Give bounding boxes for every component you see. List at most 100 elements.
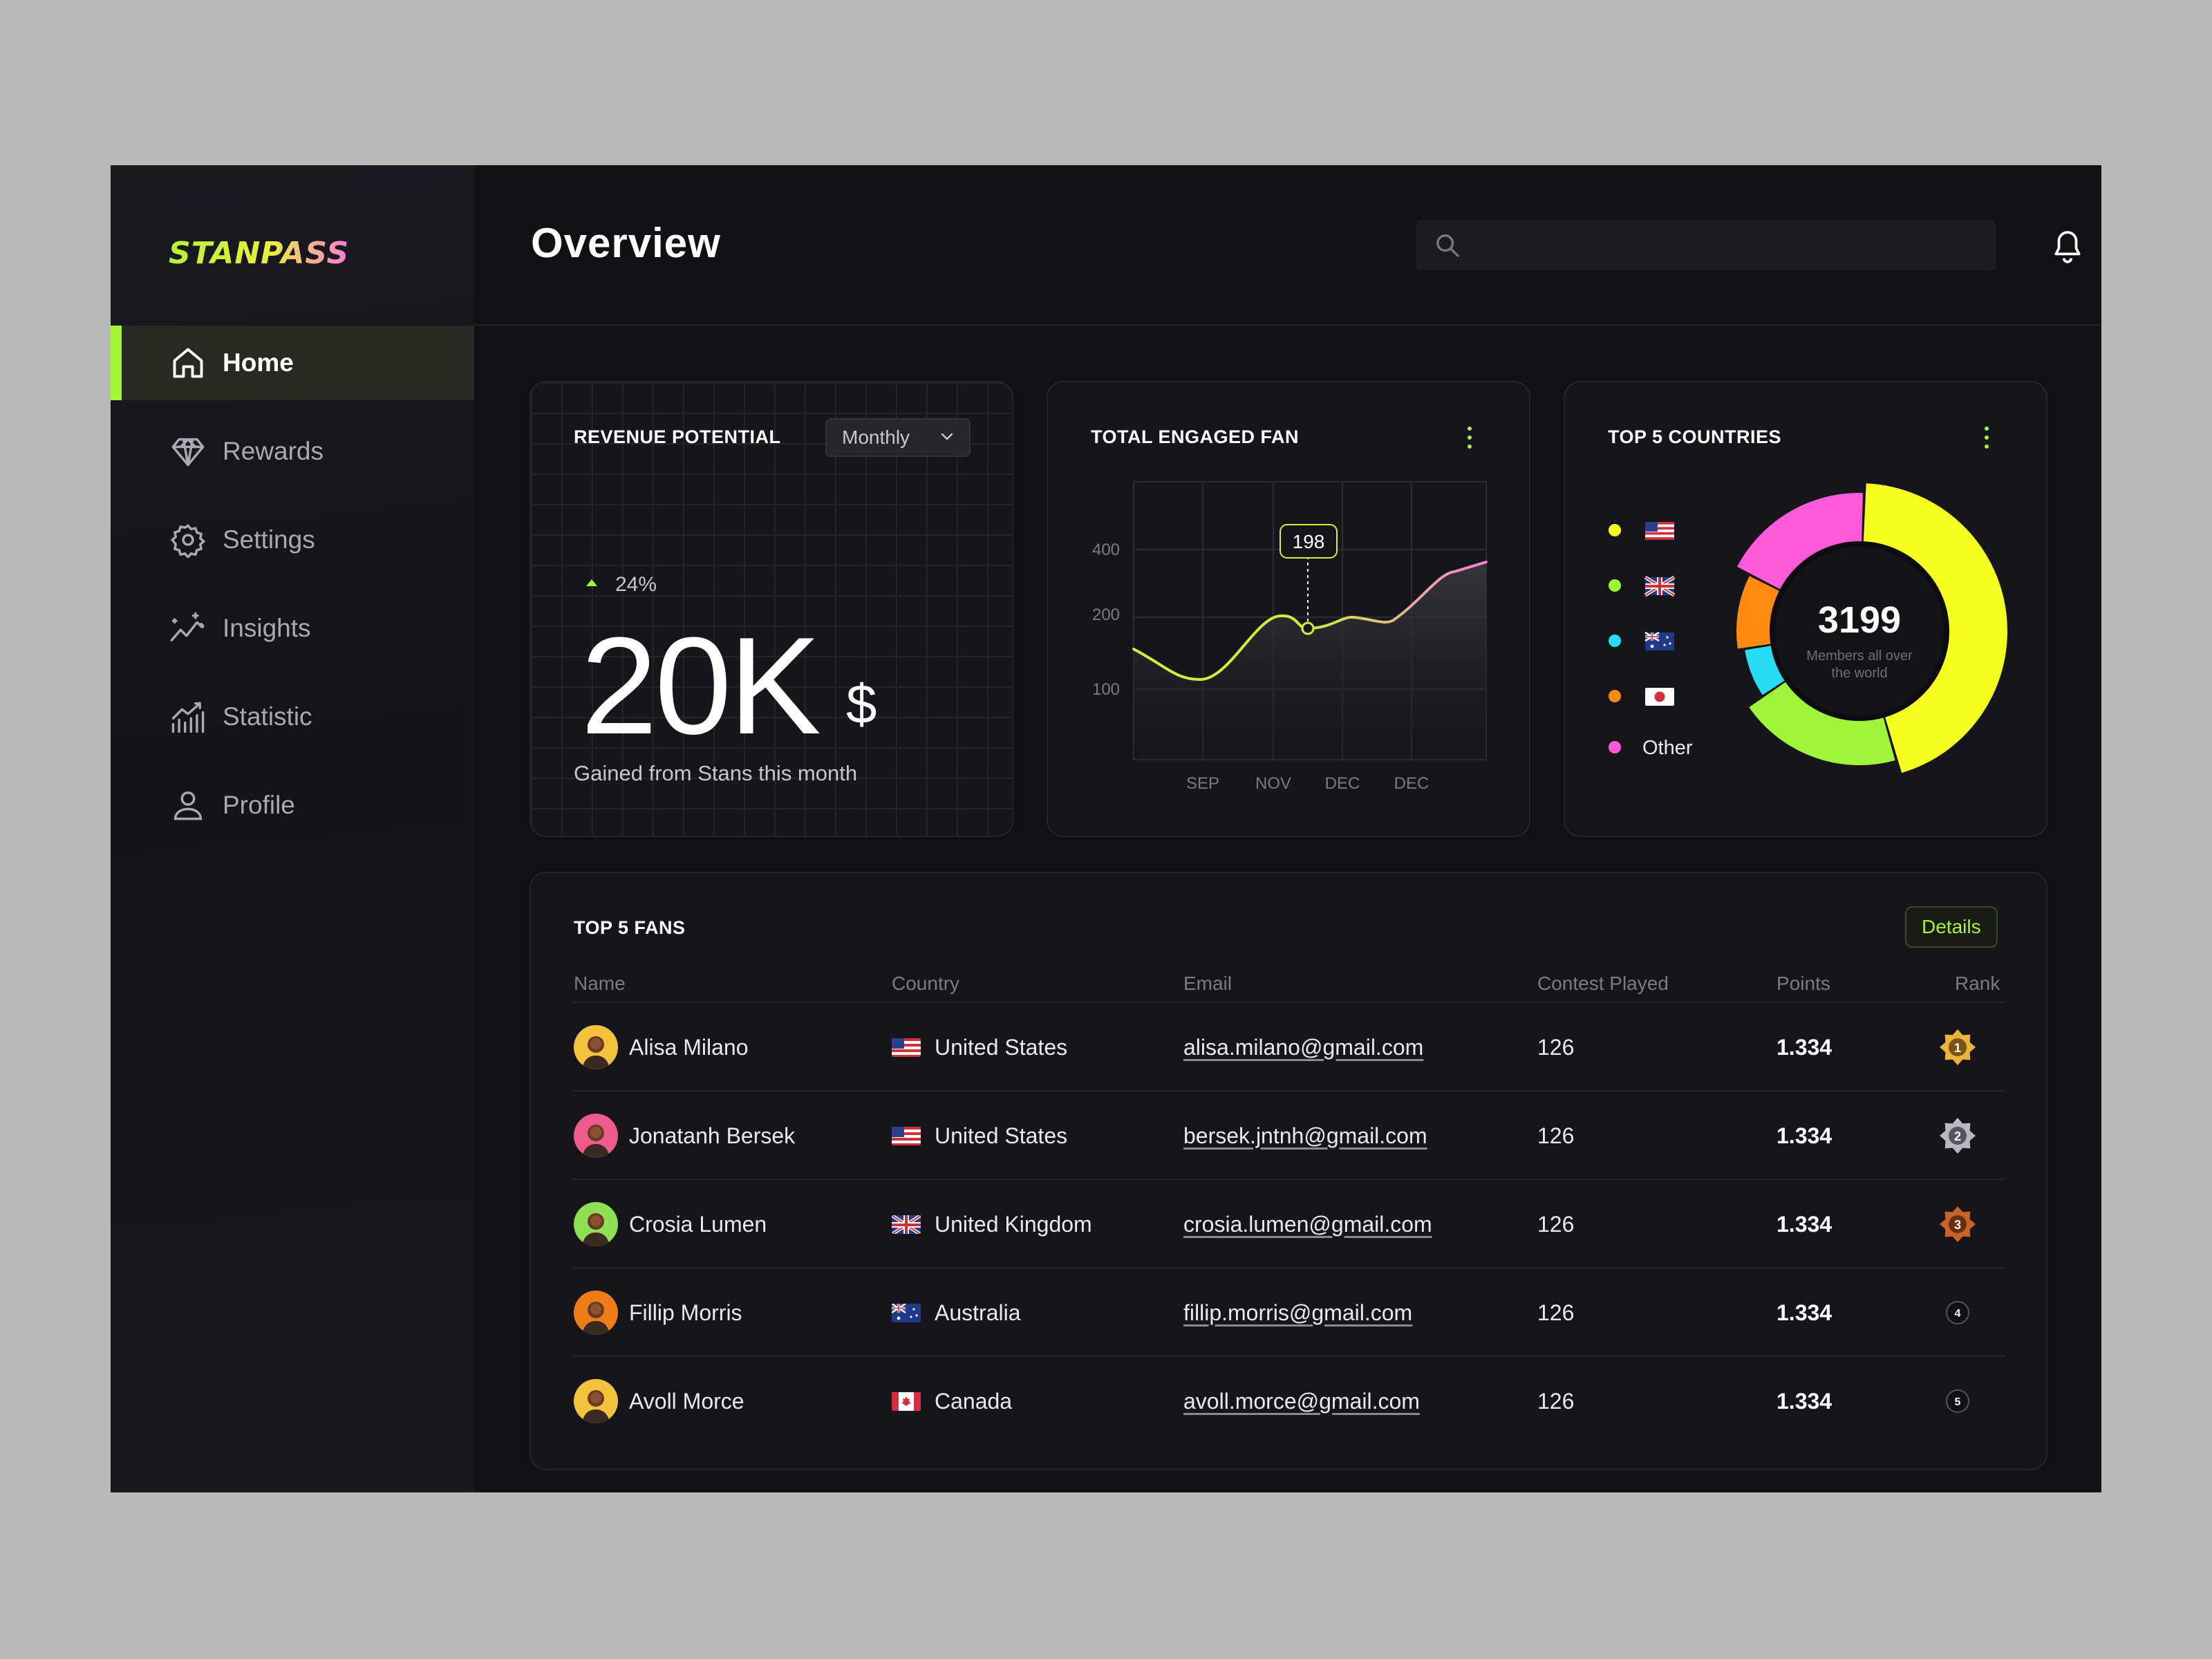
fan-name-cell: Fillip Morris [574,1268,742,1357]
statistic-icon [169,697,207,736]
sidebar-item-statistic[interactable]: Statistic [111,679,474,754]
column-header-rank[interactable]: Rank [1955,973,2000,994]
fan-email-link[interactable]: fillip.morris@gmail.com [1183,1300,1413,1325]
bell-icon[interactable] [2050,227,2085,266]
card-title: REVENUE POTENTIAL [574,427,781,447]
app-window: STANPASS Home Rewards Settings Insights [111,165,2101,1492]
sidebar-item-profile[interactable]: Profile [111,768,474,843]
fan-points: 1.334 [1777,1034,1833,1060]
fan-contests-cell: 126 [1537,1268,1574,1357]
fan-points-cell: 1.334 [1777,1180,1832,1268]
fan-points-cell: 1.334 [1777,1091,1832,1180]
us-flag-icon [892,1038,921,1057]
search-icon [1436,234,1459,257]
donut-slice-other[interactable] [1737,493,1863,590]
table-row[interactable]: Jonatanh Bersek United States bersek.jntnh… [574,1090,2006,1179]
table-row[interactable]: Avoll Morce Canada avoll.morce@gmail.com 12… [574,1356,2006,1444]
fan-email-link[interactable]: crosia.lumen@gmail.com [1183,1211,1432,1237]
uk-flag-icon [892,1215,921,1234]
fan-avatar[interactable] [574,1291,618,1335]
search-bar[interactable] [1416,221,1996,270]
brand-logo[interactable]: STANPASS [166,223,380,279]
center-label: Members all over [1806,648,1913,664]
fan-name-cell: Crosia Lumen [574,1180,767,1268]
fan-contests: 126 [1537,1123,1575,1148]
sidebar-item-home[interactable]: Home [111,326,474,400]
fan-email-link[interactable]: alisa.milano@gmail.com [1183,1034,1424,1060]
column-header-country[interactable]: Country [892,973,960,994]
fan-points-cell: 1.334 [1777,1357,1832,1445]
sidebar-item-label: Home [223,348,294,377]
fan-avatar[interactable] [574,1202,618,1246]
revenue-unit: $ [846,673,877,735]
donut-slice-jp[interactable] [1736,576,1781,649]
donut-slice-au[interactable] [1745,645,1786,695]
column-header-name[interactable]: Name [574,973,626,994]
fan-country: United Kingdom [935,1211,1092,1237]
fan-avatar[interactable] [574,1025,618,1069]
sidebar-item-label: Profile [223,791,295,819]
search-input[interactable] [1471,221,1983,270]
us-flag-icon [892,1126,921,1145]
fan-contests: 126 [1537,1300,1575,1325]
fan-country-cell: United States [892,1003,1067,1091]
rank-badge-icon: 3 [1938,1205,1977,1244]
fan-contests: 126 [1537,1388,1575,1414]
fan-avatar[interactable] [574,1379,618,1423]
fan-contests: 126 [1537,1211,1575,1237]
fan-name: Fillip Morris [629,1300,742,1325]
fan-name-cell: Avoll Morce [574,1357,744,1445]
sidebar-item-label: Settings [223,525,315,554]
card-title: TOP 5 COUNTRIES [1608,427,1782,447]
column-header-points[interactable]: Points [1777,973,1830,994]
sidebar: STANPASS Home Rewards Settings Insights [111,165,474,1492]
more-options-icon[interactable] [1980,424,1994,451]
fan-contests-cell: 126 [1537,1357,1574,1445]
ca-flag-icon [892,1391,921,1411]
au-flag-icon [892,1303,921,1322]
trend-indicator: 24% [586,573,657,597]
details-button[interactable]: Details [1905,906,1998,948]
fan-contests-cell: 126 [1537,1180,1574,1268]
fan-points: 1.334 [1777,1388,1833,1414]
countries-legend: Other [1609,522,1693,759]
y-tick-label: 400 [1092,541,1120,559]
more-options-icon[interactable] [1463,424,1477,451]
fan-email-cell: avoll.morce@gmail.com [1183,1357,1420,1445]
legend-dot-uk [1609,579,1621,592]
period-dropdown[interactable]: Monthly [825,418,971,457]
center-value: 3199 [1818,599,1901,641]
countries-donut-chart: 3199 Members all over the world [1736,483,2007,774]
legend-dot-us [1609,524,1621,536]
fan-email-cell: bersek.jntnh@gmail.com [1183,1091,1427,1180]
center-label: the world [1831,666,1887,681]
donut-slice-uk[interactable] [1749,681,1895,765]
top-countries-card: TOP 5 COUNTRIES [1564,381,2047,837]
sidebar-item-settings[interactable]: Settings [111,503,474,577]
fan-country: Canada [935,1388,1013,1414]
y-tick-label: 200 [1092,606,1120,624]
sidebar-item-label: Statistic [223,702,312,731]
revenue-value: 20K [581,609,821,763]
fan-email-link[interactable]: avoll.morce@gmail.com [1183,1388,1420,1414]
fan-email-cell: crosia.lumen@gmail.com [1183,1180,1432,1268]
au-flag-icon [1644,631,1674,650]
sidebar-item-insights[interactable]: Insights [111,591,474,666]
column-header-email[interactable]: Email [1183,973,1232,994]
fan-email-cell: alisa.milano@gmail.com [1183,1003,1423,1091]
card-title: TOTAL ENGAGED FAN [1091,427,1300,447]
fan-points: 1.334 [1777,1123,1833,1148]
x-tick-label: NOV [1255,774,1291,793]
table-row[interactable]: Crosia Lumen United Kingdom crosia.lumen@g… [574,1179,2006,1267]
table-row[interactable]: Fillip Morris Australia fillip.morris@gmai… [574,1267,2006,1356]
column-header-contest-played[interactable]: Contest Played [1537,973,1669,994]
sidebar-item-rewards[interactable]: Rewards [111,414,474,489]
fan-email-link[interactable]: bersek.jntnh@gmail.com [1183,1123,1427,1148]
tooltip-box [1280,524,1338,559]
legend-dot-other [1609,741,1621,753]
period-dropdown-value: Monthly [842,427,910,448]
fan-avatar[interactable] [574,1114,618,1158]
fan-country: United States [935,1123,1068,1148]
donut-slice-us[interactable] [1863,483,2007,774]
table-row[interactable]: Alisa Milano United States alisa.milano@gm… [574,1002,2006,1090]
